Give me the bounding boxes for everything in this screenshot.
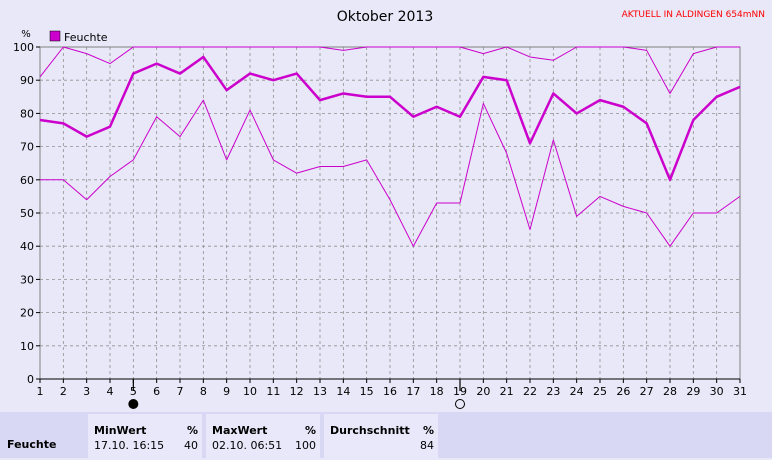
x-tick-label: 24 (570, 385, 584, 398)
max-header: MaxWert (212, 424, 268, 437)
x-tick-label: 25 (593, 385, 607, 398)
humidity-chart: Oktober 2013 AKTUELL IN ALDINGEN 654mNN … (13, 9, 765, 409)
x-tick-label: 4 (107, 385, 114, 398)
x-tick-label: 13 (313, 385, 327, 398)
x-tick-label: 5 (130, 385, 137, 398)
max-value: 100 (295, 439, 316, 452)
x-tick-label: 23 (546, 385, 560, 398)
min-unit: % (186, 424, 198, 437)
y-tick-label: 50 (20, 207, 34, 220)
x-tick-label: 16 (383, 385, 397, 398)
max-unit: % (304, 424, 316, 437)
x-tick-label: 8 (200, 385, 207, 398)
min-value: 40 (184, 439, 198, 452)
x-tick-label: 12 (290, 385, 304, 398)
avg-unit: % (422, 424, 434, 437)
x-tick-label: 30 (710, 385, 724, 398)
legend-swatch (49, 30, 61, 42)
y-tick-label: 80 (20, 107, 34, 120)
y-tick-label: 20 (20, 307, 34, 320)
min-header: MinWert (94, 424, 147, 437)
x-tick-label: 9 (223, 385, 230, 398)
x-tick-label: 17 (406, 385, 420, 398)
x-tick-label: 6 (153, 385, 160, 398)
x-tick-label: 27 (640, 385, 654, 398)
x-tick-label: 28 (663, 385, 677, 398)
series-line-max (39, 46, 740, 94)
x-tick-label: 3 (83, 385, 90, 398)
y-tick-label: 0 (27, 373, 34, 386)
stats-row-label: Feuchte (7, 438, 57, 451)
max-time: 02.10. 06:51 (212, 439, 283, 452)
y-tick-label: 30 (20, 273, 34, 286)
y-axis-unit: % (21, 29, 31, 40)
x-tick-label: 20 (476, 385, 490, 398)
station-label: AKTUELL IN ALDINGEN 654mNN (622, 10, 765, 20)
x-tick-label: 19 (453, 385, 467, 398)
y-tick-label: 70 (20, 141, 34, 154)
chart-title: Oktober 2013 (337, 9, 434, 25)
min-cell: MinWert % 17.10. 16:15 40 (88, 414, 202, 460)
avg-cell: Durchschnitt % 84 (324, 414, 438, 460)
legend-label: Feuchte (64, 31, 108, 44)
stats-panel: Feuchte MinWert % 17.10. 16:15 40 MaxWer… (0, 412, 772, 460)
x-tick-label: 21 (500, 385, 514, 398)
x-tick-label: 15 (360, 385, 374, 398)
avg-header: Durchschnitt (330, 424, 410, 437)
x-tick-label: 7 (177, 385, 184, 398)
new-moon-icon (455, 399, 465, 409)
x-tick-label: 2 (60, 385, 67, 398)
series-line-mean (39, 55, 741, 182)
y-tick-label: 40 (20, 240, 34, 253)
max-cell: MaxWert % 02.10. 06:51 100 (206, 414, 320, 460)
min-time: 17.10. 16:15 (94, 439, 165, 452)
x-tick-label: 18 (430, 385, 444, 398)
x-tick-label: 10 (243, 385, 257, 398)
x-tick-label: 29 (686, 385, 700, 398)
x-tick-label: 26 (616, 385, 630, 398)
y-tick-label: 60 (20, 174, 34, 187)
y-tick-label: 10 (20, 340, 34, 353)
x-tick-label: 14 (336, 385, 350, 398)
x-tick-label: 22 (523, 385, 537, 398)
avg-value: 84 (420, 439, 434, 452)
x-tick-label: 31 (733, 385, 747, 398)
series-line-min (40, 99, 741, 247)
x-tick-label: 11 (266, 385, 280, 398)
y-tick-label: 100 (13, 41, 34, 54)
full-moon-icon (128, 399, 139, 409)
y-tick-label: 90 (20, 74, 34, 87)
x-tick-label: 1 (37, 385, 44, 398)
